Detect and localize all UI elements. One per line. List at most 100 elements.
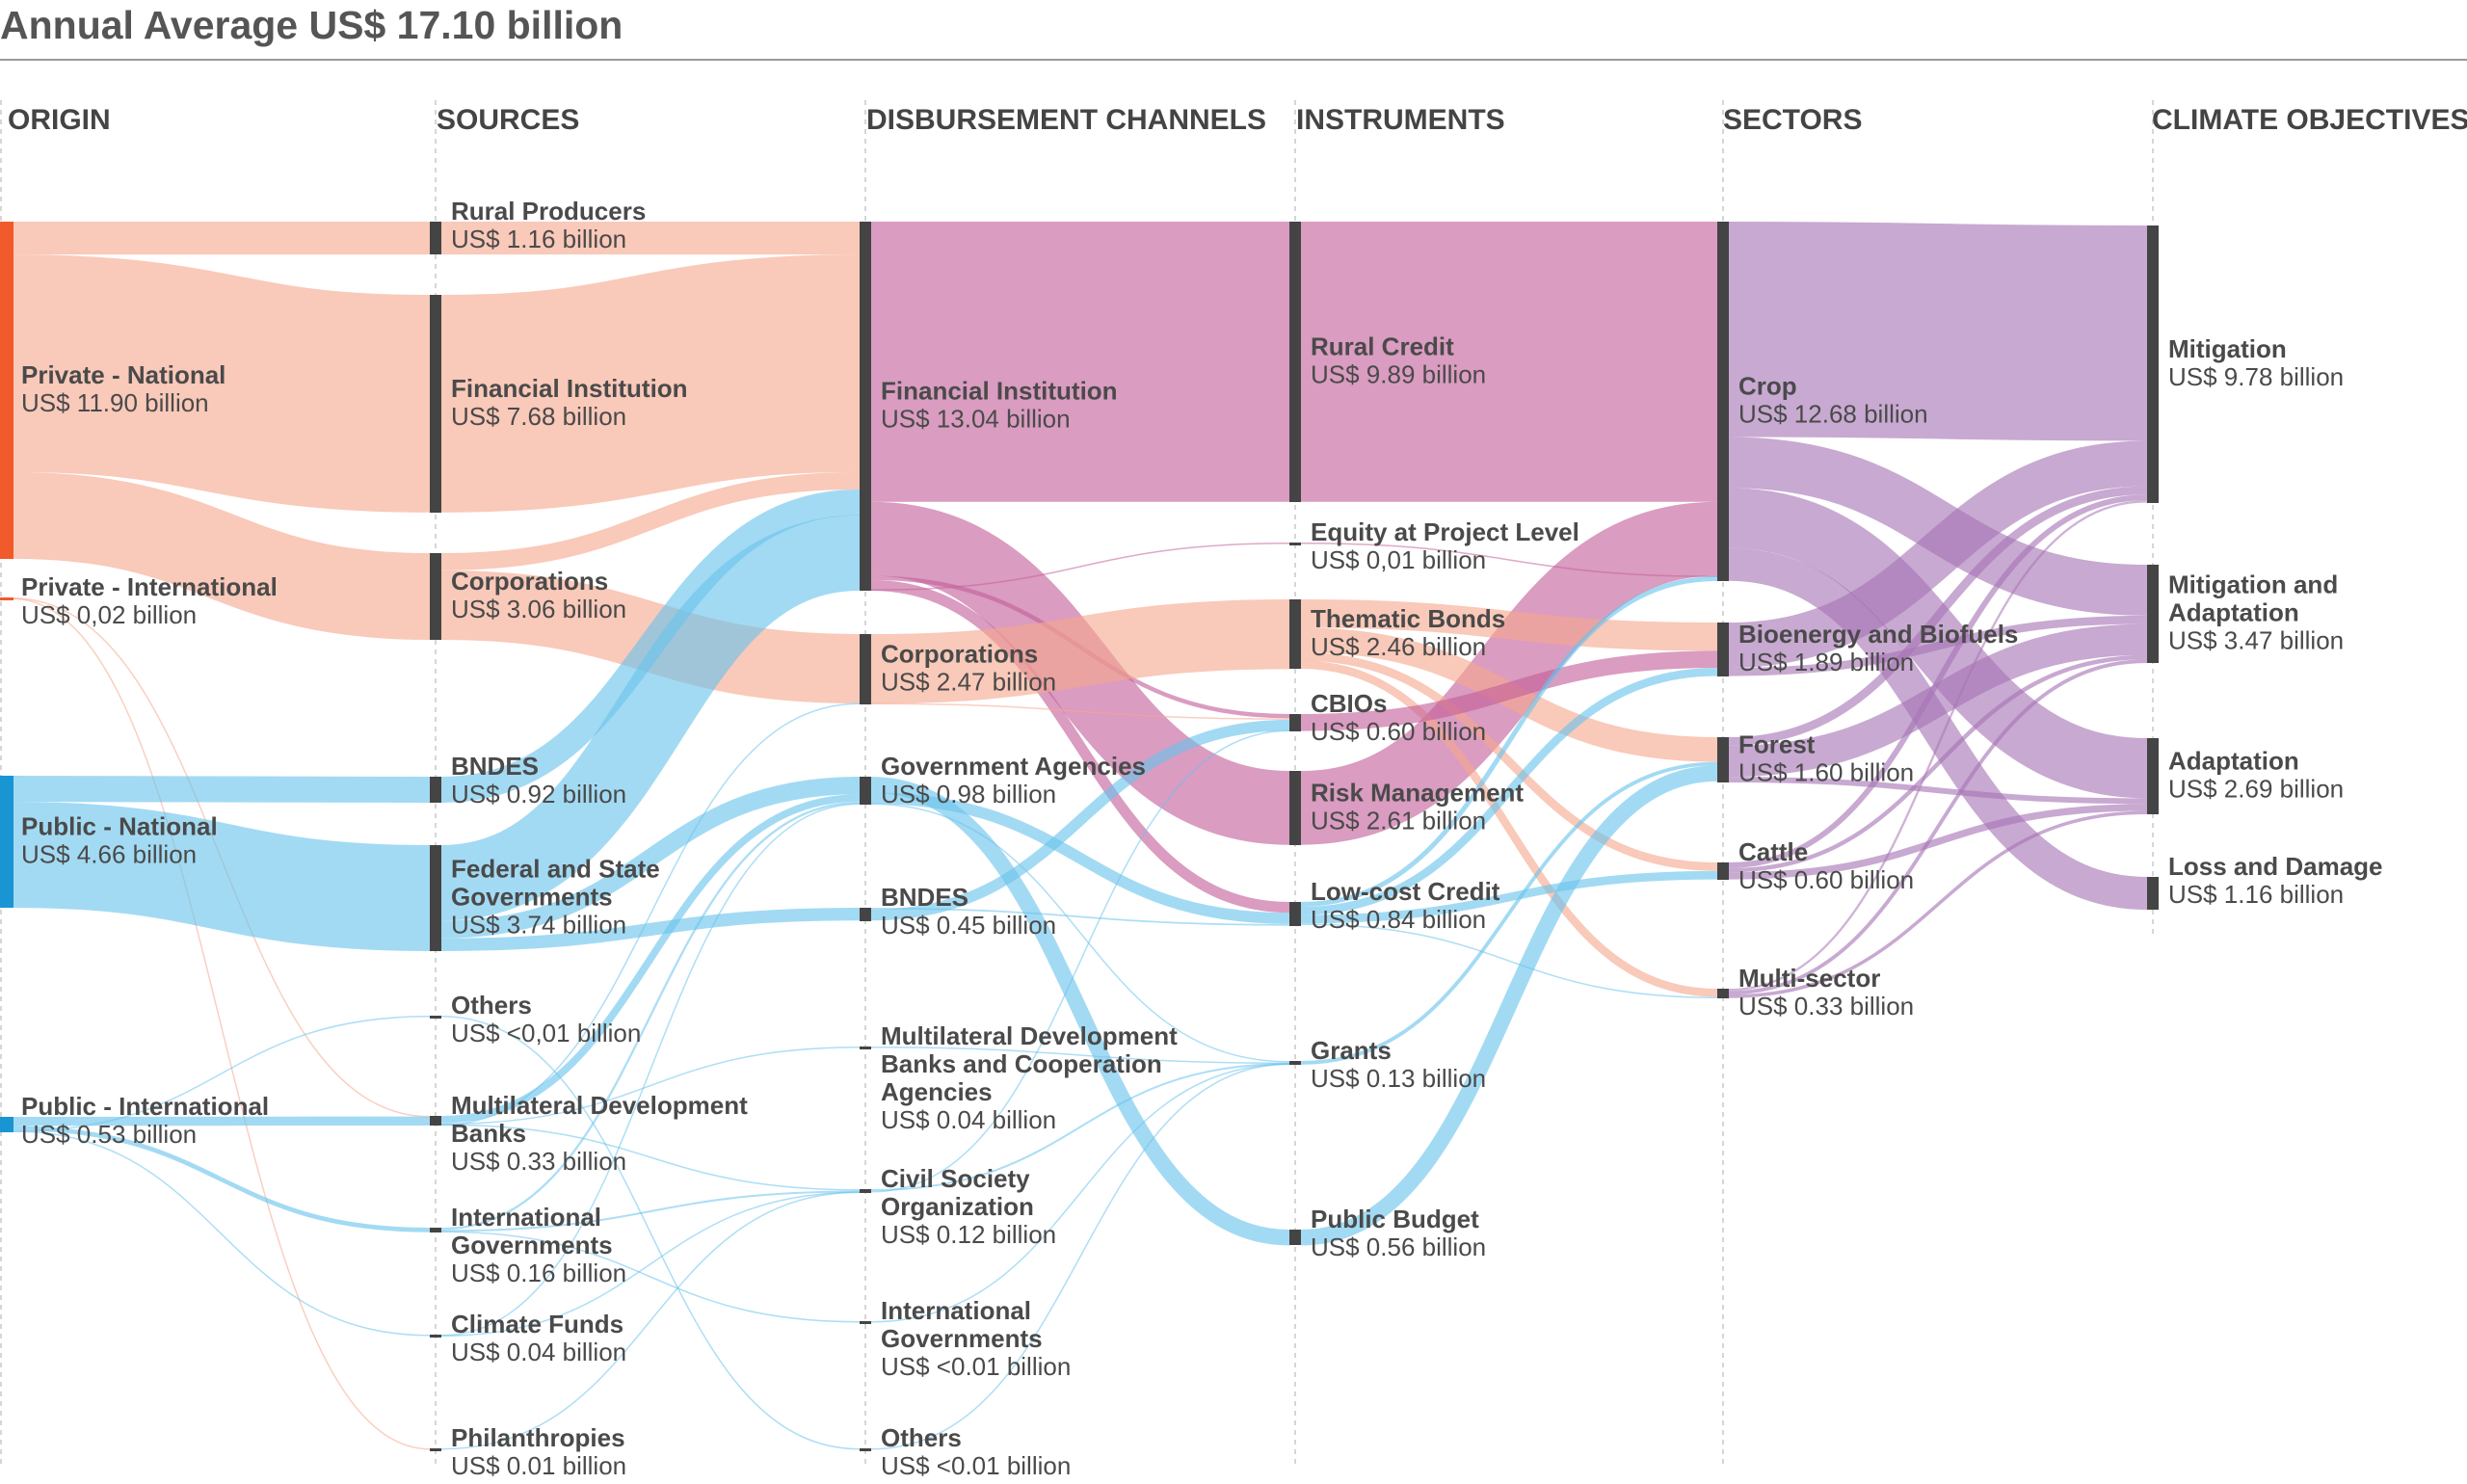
node-name: CBIOs xyxy=(1311,689,1387,718)
node-name: Loss and Damage xyxy=(2168,852,2383,881)
chart-title: Annual Average US$ 17.10 billion xyxy=(0,3,623,47)
node-bar xyxy=(2147,565,2159,663)
flow-link xyxy=(1300,923,1718,998)
node-bar xyxy=(0,776,13,908)
flow-link xyxy=(440,777,861,939)
flow-link xyxy=(440,1124,861,1191)
node-value: US$ 0.45 billion xyxy=(881,911,1056,940)
flow-link xyxy=(1300,576,1718,907)
node-value: US$ 0.33 billion xyxy=(451,1147,626,1176)
node-value: US$ 0.01 billion xyxy=(451,1451,626,1480)
node-bar xyxy=(1289,543,1301,545)
node-bar xyxy=(430,1335,441,1338)
flow-link xyxy=(1300,761,1718,1065)
node-bar xyxy=(430,777,441,803)
flow-link xyxy=(1728,615,2148,676)
flow-link xyxy=(1728,494,2148,868)
node-name: BNDES xyxy=(881,883,968,912)
node-name: Government Agencies xyxy=(881,752,1146,781)
flow-link xyxy=(870,1063,1290,1450)
node-name: Civil Society xyxy=(881,1164,1030,1193)
flow-link xyxy=(1300,650,1718,731)
flow-link xyxy=(1300,765,1718,1246)
flow-link xyxy=(870,729,1290,1193)
node-value: US$ <0.01 billion xyxy=(881,1352,1071,1381)
node-bar xyxy=(1289,1061,1301,1065)
node-bar xyxy=(430,845,441,951)
node-name: Cattle xyxy=(1738,837,1808,866)
flow-link xyxy=(1300,543,1718,577)
flow-link xyxy=(440,1191,861,1450)
node-value: US$ 0,01 billion xyxy=(1311,545,1486,574)
node-name: Corporations xyxy=(881,640,1038,669)
column-headers: ORIGIN SOURCES DISBURSEMENT CHANNELS INS… xyxy=(8,104,2467,136)
flow-link xyxy=(440,1231,861,1323)
node-bar xyxy=(1289,1230,1301,1245)
node-value: US$ 0.04 billion xyxy=(881,1105,1056,1134)
node-bar xyxy=(430,553,441,640)
node-bar xyxy=(2147,877,2159,910)
flow-link xyxy=(440,1190,861,1232)
node-value: US$ 0.04 billion xyxy=(451,1338,626,1366)
flow-link xyxy=(11,597,431,1450)
node-name: Private - International xyxy=(21,572,278,601)
node-name: BNDES xyxy=(451,752,539,781)
node-bar xyxy=(430,1448,441,1451)
flow-link xyxy=(1300,599,1718,651)
flow-link xyxy=(1299,501,1719,845)
node-name: Equity at Project Level xyxy=(1311,517,1579,546)
node-bar xyxy=(2147,225,2159,503)
node-name: Multilateral Development xyxy=(451,1091,748,1120)
column-header-origin: ORIGIN xyxy=(8,104,111,136)
node-value: US$ 2.61 billion xyxy=(1311,807,1486,835)
node-name: Others xyxy=(451,991,532,1020)
node-name: Banks and Cooperation xyxy=(881,1049,1162,1078)
flow-link xyxy=(1728,777,2148,805)
column-header-sources: SOURCES xyxy=(437,104,579,136)
flow-link xyxy=(1728,804,2148,880)
flow-link xyxy=(440,803,861,1337)
node-name: Mitigation xyxy=(2168,334,2287,363)
node-value: US$ 1.16 billion xyxy=(2168,880,2344,909)
node-bar xyxy=(1717,222,1729,581)
node-value: US$ 2.46 billion xyxy=(1311,632,1486,661)
node-bar xyxy=(1717,623,1729,676)
node-name: Multi-sector xyxy=(1738,964,1880,993)
node-bar xyxy=(1289,902,1301,926)
node-bar xyxy=(860,1321,871,1324)
flow-link xyxy=(1728,623,2148,778)
column-header-sectors: SECTORS xyxy=(1723,104,1862,136)
node-bar xyxy=(0,597,13,600)
node-name: Governments xyxy=(451,1231,613,1259)
flow-link xyxy=(1728,547,2148,911)
flow-link xyxy=(1728,486,2148,746)
node-bar xyxy=(860,1448,871,1451)
flow-link xyxy=(870,702,1290,720)
flow-link xyxy=(870,579,1290,914)
flow-link xyxy=(870,1062,1290,1192)
node-bar xyxy=(860,1047,871,1049)
node-value: US$ 3.06 billion xyxy=(451,595,626,623)
node-value: US$ <0.01 billion xyxy=(881,1451,1071,1480)
node-value: US$ 3.47 billion xyxy=(2168,626,2344,655)
flow-link xyxy=(1300,870,1718,924)
node-name: Bioenergy and Biofuels xyxy=(1738,620,2018,649)
flow-link xyxy=(440,702,861,1126)
